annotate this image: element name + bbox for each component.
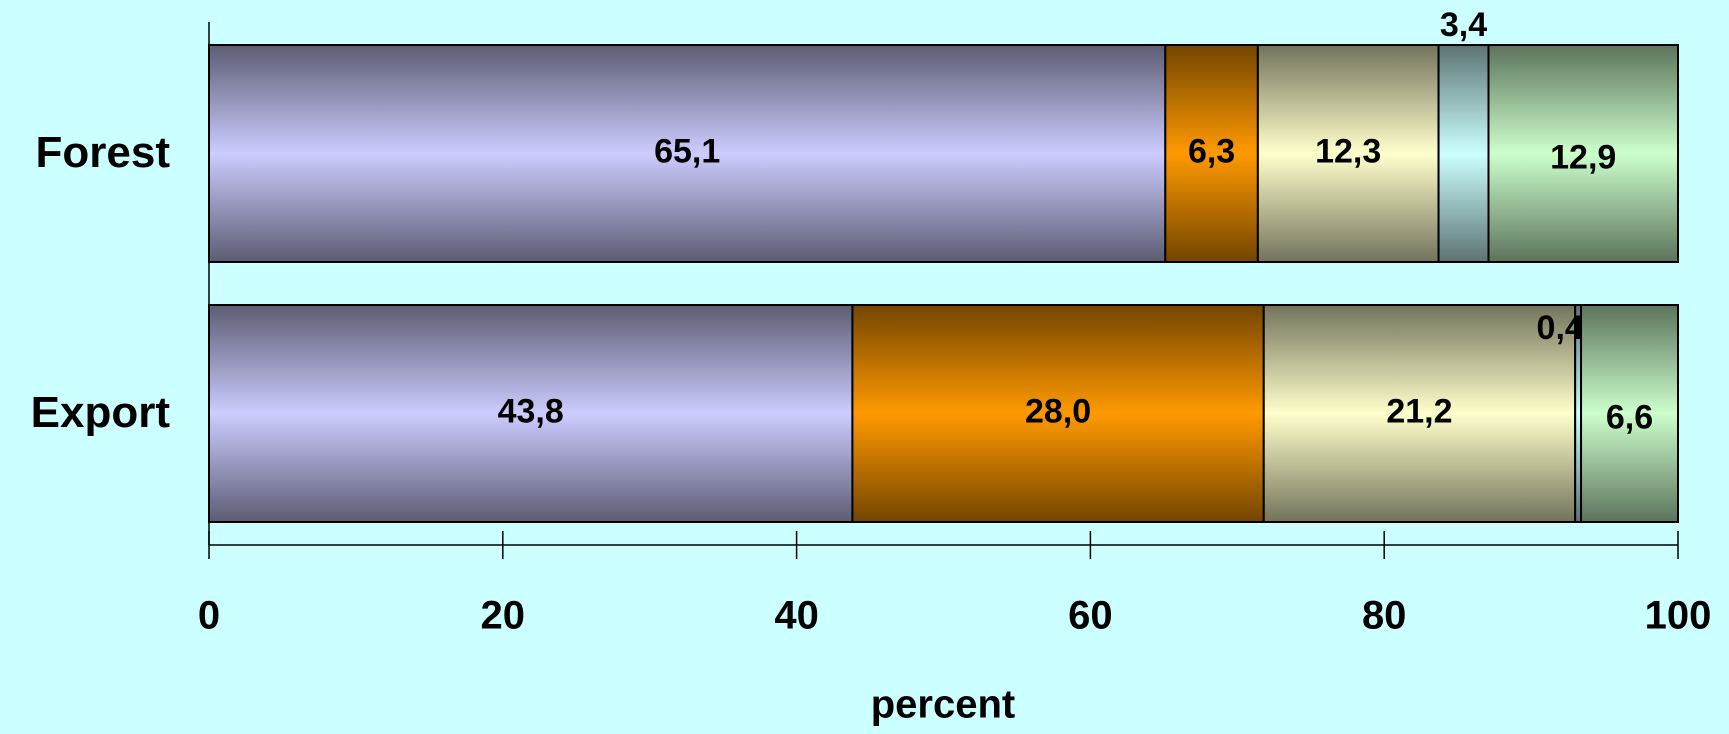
bar-segment	[1580, 304, 1680, 523]
value-label: 3,4	[1440, 6, 1487, 44]
bar-segment	[1437, 44, 1490, 263]
x-tick-label: 60	[1068, 594, 1113, 638]
value-label: 6,3	[1188, 132, 1235, 170]
value-label: 28,0	[1025, 392, 1091, 430]
value-label: 21,2	[1386, 392, 1452, 430]
value-label: 65,1	[654, 132, 720, 170]
bar-segment	[208, 44, 1167, 263]
x-tick-label: 100	[1645, 594, 1712, 638]
x-axis-title: percent	[871, 683, 1016, 727]
bar-segment	[1164, 44, 1259, 263]
bar-segment	[851, 304, 1265, 523]
x-tick-label: 0	[198, 594, 220, 638]
value-label: 0,4	[1537, 309, 1584, 347]
category-label: Export	[31, 388, 171, 437]
value-label: 43,8	[498, 392, 564, 430]
category-label: Forest	[36, 128, 171, 177]
x-tick-label: 20	[481, 594, 526, 638]
x-tick-label: 40	[774, 594, 819, 638]
x-tick-label: 80	[1362, 594, 1407, 638]
value-label: 6,6	[1606, 398, 1653, 436]
bar-segment	[1487, 44, 1680, 263]
value-label: 12,3	[1315, 132, 1381, 170]
bar-segment	[1262, 304, 1577, 523]
value-label: 12,9	[1550, 138, 1616, 176]
bar-segment	[1256, 44, 1440, 263]
